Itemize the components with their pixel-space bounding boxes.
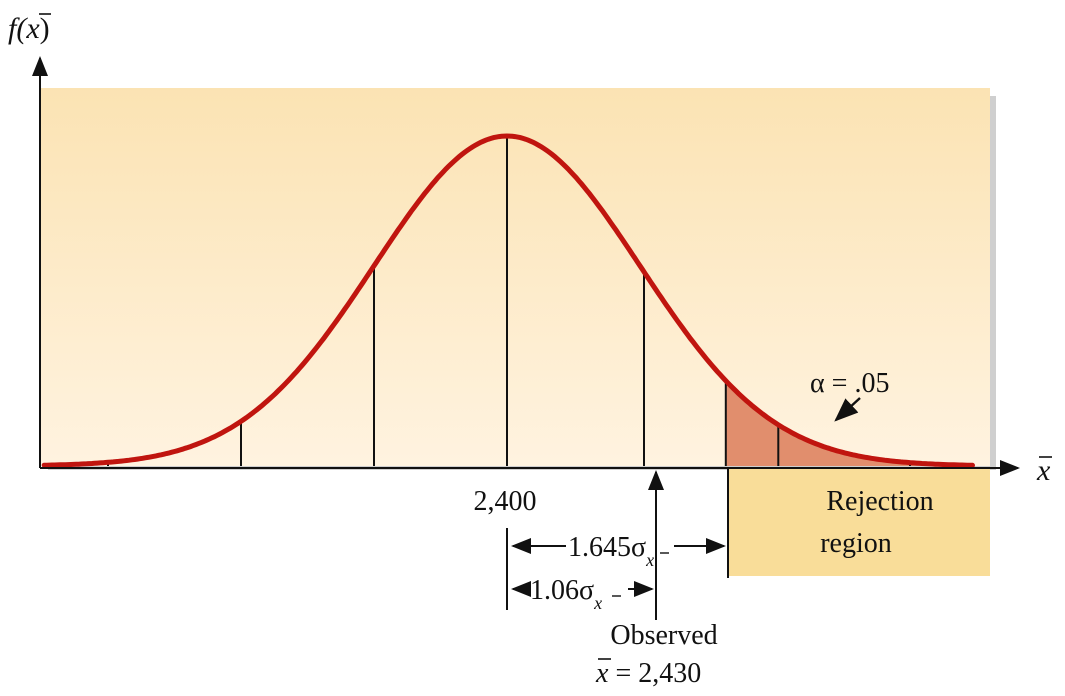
alpha-tail-area xyxy=(725,380,976,466)
alpha-pointer-arrow xyxy=(834,397,861,422)
sigma-guide-lines xyxy=(107,138,911,466)
svg-text:f(x): f(x) xyxy=(8,12,50,45)
y-axis-label-f: f( xyxy=(8,12,28,45)
obs-dist-value: 1.06σ xyxy=(530,575,594,606)
normal-curve xyxy=(41,133,975,468)
y-axis-label-xbar: x xyxy=(25,12,40,45)
crit-dist-value: 1.645σ xyxy=(568,532,646,563)
y-axis-label-close: ) xyxy=(40,12,50,45)
mean-label: 2,400 xyxy=(474,486,537,517)
observed-xbar: x xyxy=(595,658,609,689)
y-axis-label: f(x) xyxy=(8,12,51,45)
svg-text:x = 2,430: x = 2,430 xyxy=(595,658,701,689)
rejection-region-box xyxy=(728,468,990,576)
alpha-label: α = .05 xyxy=(810,368,889,399)
plot-panel xyxy=(40,88,990,466)
rejection-label-line2: region xyxy=(820,528,892,559)
crit-dist-label: 1.645σx xyxy=(568,532,654,570)
x-axis-label-text: x xyxy=(1036,454,1051,487)
observed-label-line1: Observed xyxy=(610,620,717,651)
obs-dist-sub: x xyxy=(593,593,602,613)
rejection-label-line1: Rejection xyxy=(826,486,933,517)
observed-label-line2: x = 2,430 xyxy=(595,658,701,689)
obs-dist-label: 1.06σx xyxy=(530,575,602,613)
crit-dist-sub: x xyxy=(645,550,654,570)
observed-value: = 2,430 xyxy=(608,658,701,689)
x-axis-label: x xyxy=(1036,454,1052,487)
